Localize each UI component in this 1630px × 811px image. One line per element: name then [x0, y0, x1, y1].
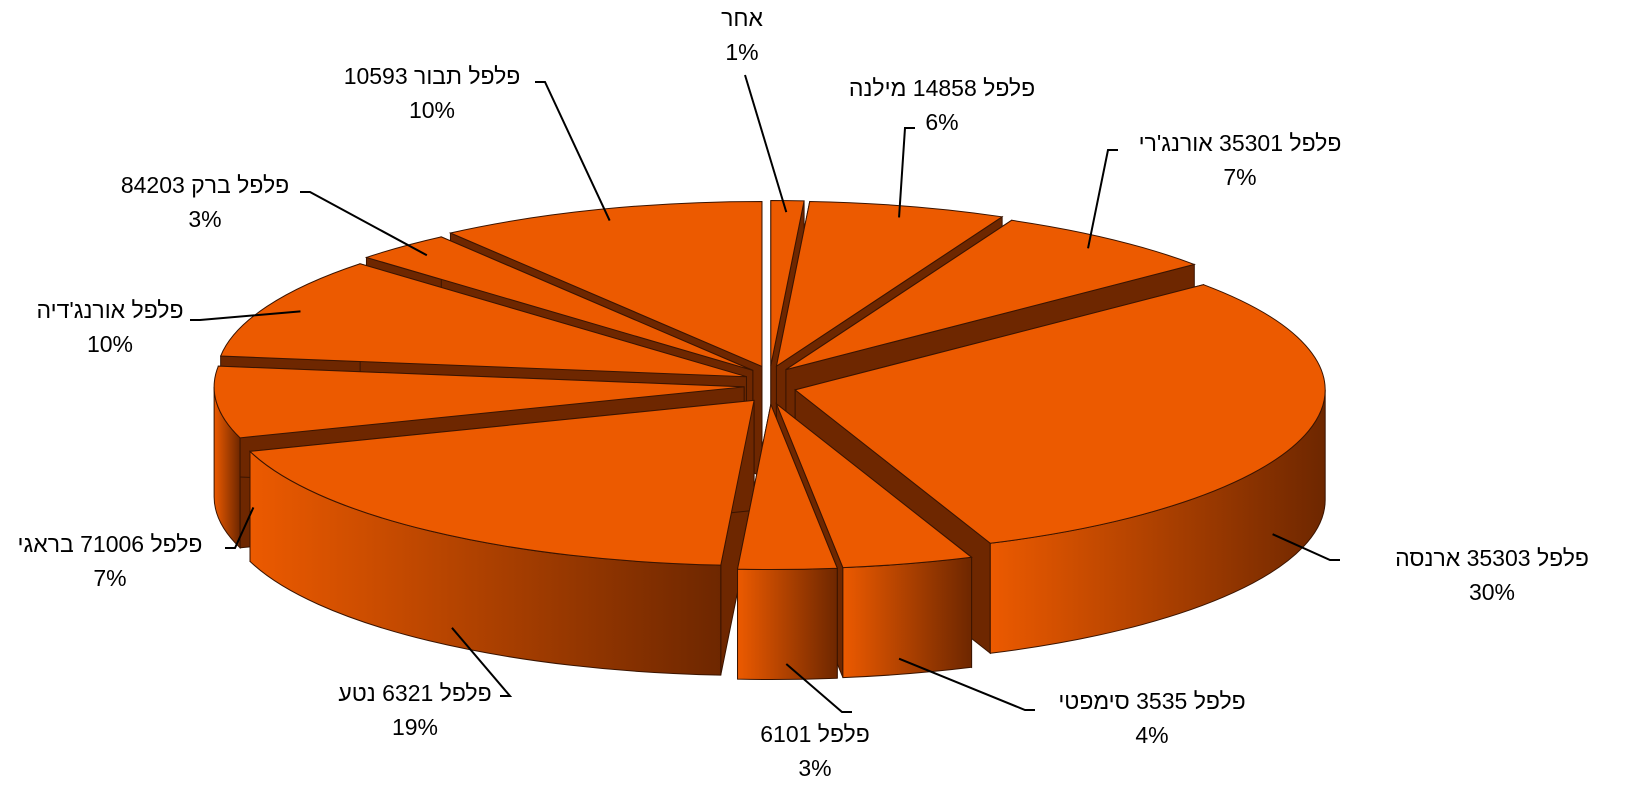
slice-label: פלפל 35301 אורנג'רי [1139, 130, 1342, 156]
slice [736, 402, 838, 680]
slice-value-label: 7% [93, 565, 126, 591]
slice-top [794, 284, 1326, 544]
leader-line [535, 81, 611, 221]
slice-wall [842, 556, 973, 679]
slice-value-label: 3% [798, 755, 831, 781]
slice-value-label: 19% [392, 714, 438, 740]
slice-label: פלפל תבור 10593 [344, 63, 521, 89]
slice-wall [737, 567, 838, 680]
leader-line [225, 507, 255, 549]
slice-value-label: 6% [925, 109, 958, 135]
slice-top [364, 236, 754, 371]
slice-value-label: 3% [188, 206, 221, 232]
slice-value-label: 10% [87, 331, 133, 357]
slice-value-label: 1% [725, 39, 758, 65]
slice-value-label: 7% [1223, 164, 1256, 190]
slice-top [785, 219, 1196, 371]
slice-top [736, 402, 838, 570]
leader-line [898, 657, 1035, 711]
leader-line [451, 627, 513, 697]
slice-label: פלפל 3535 סימפטי [1058, 688, 1245, 714]
slice-top [219, 263, 747, 378]
slice-label: פלפל 71006 בראגי [18, 531, 203, 557]
leader-line [898, 127, 915, 218]
slice-label: פלפל 35303 ארנסה [1395, 545, 1589, 571]
slice-top [448, 200, 763, 368]
slice-value-label: 4% [1135, 722, 1168, 748]
slice-value-label: 30% [1469, 579, 1515, 605]
slice-top [248, 399, 755, 566]
leader-line [1272, 533, 1340, 561]
slice-top [213, 365, 745, 439]
slice-label: אחר [721, 5, 763, 31]
slice-label: פלפל 6321 נטע [338, 680, 491, 706]
slice [248, 399, 755, 676]
leader-line [744, 74, 788, 213]
leader-line [190, 310, 301, 321]
slice-label: פלפל 6101 [760, 721, 870, 747]
slice-label: פלפל אורנג'דיה [37, 297, 184, 323]
slice-top [770, 200, 805, 366]
leader-line [1087, 149, 1118, 249]
slice-label: פלפל ברק 84203 [121, 172, 289, 198]
slice-value-label: 10% [409, 97, 455, 123]
slice-label: פלפל 14858 מילנה [849, 75, 1035, 101]
leader-line [785, 663, 852, 713]
slice-top [775, 402, 973, 569]
slice-top [775, 200, 1004, 368]
leader-line [300, 191, 428, 257]
